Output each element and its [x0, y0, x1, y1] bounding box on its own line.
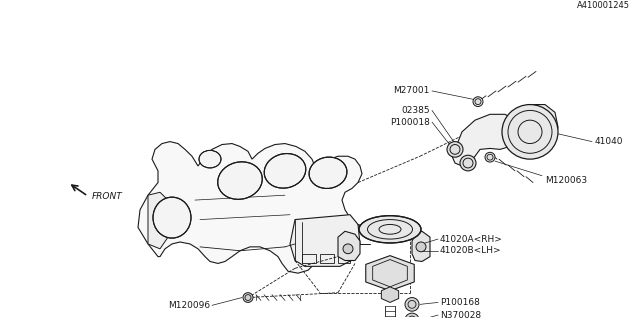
Text: M120096: M120096 — [168, 301, 210, 310]
Polygon shape — [452, 114, 520, 166]
Polygon shape — [365, 256, 414, 291]
Circle shape — [502, 105, 558, 159]
Polygon shape — [381, 287, 399, 302]
Text: A410001245: A410001245 — [577, 1, 630, 10]
Text: 02385: 02385 — [401, 106, 430, 115]
Ellipse shape — [218, 162, 262, 199]
Circle shape — [473, 97, 483, 107]
Circle shape — [405, 298, 419, 311]
Text: 41040: 41040 — [595, 137, 623, 146]
Circle shape — [243, 293, 253, 302]
Text: 41020A<RH>: 41020A<RH> — [440, 235, 503, 244]
Text: M27001: M27001 — [394, 86, 430, 95]
Ellipse shape — [264, 154, 306, 188]
Ellipse shape — [153, 197, 191, 238]
Polygon shape — [338, 231, 360, 260]
Polygon shape — [510, 105, 558, 156]
Polygon shape — [290, 215, 360, 266]
Circle shape — [416, 242, 426, 252]
Text: P100168: P100168 — [440, 298, 480, 307]
Polygon shape — [412, 231, 430, 261]
Text: P100018: P100018 — [390, 118, 430, 127]
Text: M120063: M120063 — [545, 176, 587, 185]
Ellipse shape — [359, 216, 421, 243]
Circle shape — [343, 244, 353, 254]
Polygon shape — [138, 142, 362, 273]
Polygon shape — [148, 192, 172, 249]
Circle shape — [447, 142, 463, 157]
Circle shape — [485, 152, 495, 162]
Text: FRONT: FRONT — [92, 192, 123, 201]
Text: N370028: N370028 — [440, 311, 481, 320]
Circle shape — [405, 313, 419, 320]
Ellipse shape — [199, 150, 221, 168]
Text: 41020B<LH>: 41020B<LH> — [440, 246, 502, 255]
Ellipse shape — [309, 157, 347, 188]
Circle shape — [460, 155, 476, 171]
